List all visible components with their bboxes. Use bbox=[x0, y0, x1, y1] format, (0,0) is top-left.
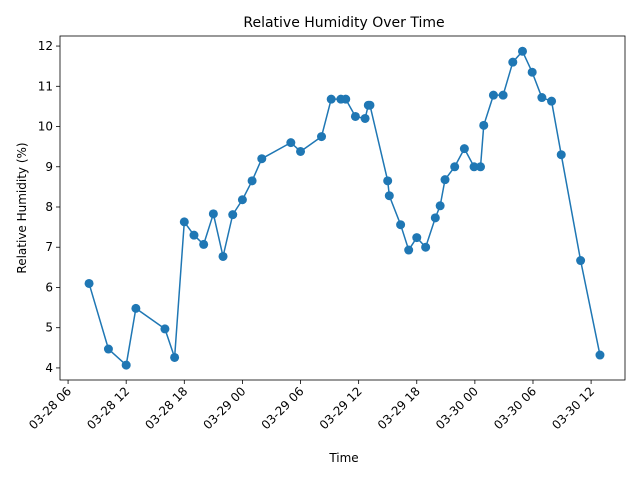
data-point bbox=[547, 96, 557, 106]
x-axis-label: Time bbox=[328, 451, 358, 465]
data-point bbox=[365, 100, 375, 110]
x-tick-label: 03-30 00 bbox=[433, 384, 481, 432]
x-tick-label: 03-28 18 bbox=[142, 384, 190, 432]
data-point bbox=[440, 175, 450, 185]
x-tick-label: 03-29 00 bbox=[200, 384, 248, 432]
data-point bbox=[404, 245, 414, 255]
data-point bbox=[360, 113, 370, 123]
data-point bbox=[317, 132, 327, 142]
data-point bbox=[199, 239, 209, 249]
data-point bbox=[257, 154, 267, 164]
y-tick-label: 5 bbox=[45, 321, 53, 335]
data-point bbox=[131, 303, 141, 313]
x-axis: 03-28 06 03-28 12 03-28 18 03-29 00 03-29 06… bbox=[26, 380, 597, 432]
data-point bbox=[556, 150, 566, 160]
data-point bbox=[326, 94, 336, 104]
y-tick-label: 10 bbox=[38, 120, 53, 134]
data-point bbox=[412, 233, 422, 243]
data-point bbox=[103, 344, 113, 354]
data-point bbox=[384, 191, 394, 201]
chart-title: Relative Humidity Over Time bbox=[243, 15, 444, 31]
data-point bbox=[488, 90, 498, 100]
data-point bbox=[228, 210, 238, 220]
data-point bbox=[218, 251, 228, 261]
data-point bbox=[517, 46, 527, 56]
data-point bbox=[435, 201, 445, 211]
y-tick-label: 4 bbox=[45, 361, 53, 375]
y-tick-label: 6 bbox=[45, 280, 53, 294]
plot-frame bbox=[59, 35, 626, 381]
y-tick-label: 7 bbox=[45, 240, 53, 254]
data-point bbox=[595, 350, 605, 360]
data-point bbox=[396, 220, 406, 230]
x-tick-label: 03-29 06 bbox=[259, 384, 307, 432]
data-point bbox=[421, 242, 431, 252]
data-point bbox=[296, 146, 306, 156]
x-tick-label: 03-30 06 bbox=[491, 384, 539, 432]
data-point bbox=[498, 90, 508, 100]
data-point bbox=[430, 213, 440, 223]
data-point bbox=[527, 67, 537, 77]
data-point bbox=[576, 256, 586, 266]
data-point bbox=[286, 138, 296, 148]
x-tick-label: 03-28 12 bbox=[84, 384, 132, 432]
data-point bbox=[179, 217, 189, 227]
data-point bbox=[508, 57, 518, 67]
data-point bbox=[479, 120, 489, 130]
data-point bbox=[537, 93, 547, 103]
data-point bbox=[189, 230, 199, 240]
y-tick-label: 8 bbox=[45, 200, 53, 214]
x-tick-label: 03-29 18 bbox=[375, 384, 423, 432]
x-tick-label: 03-30 12 bbox=[549, 384, 597, 432]
y-tick-label: 11 bbox=[38, 79, 53, 93]
x-tick-label: 03-28 06 bbox=[26, 384, 74, 432]
data-point bbox=[121, 360, 131, 370]
y-tick-label: 12 bbox=[38, 39, 53, 53]
data-point bbox=[170, 352, 180, 362]
plot-area bbox=[59, 35, 626, 381]
data-point bbox=[476, 162, 486, 172]
y-tick-label: 9 bbox=[45, 160, 53, 174]
data-point bbox=[469, 162, 479, 172]
data-point bbox=[160, 324, 170, 334]
data-point bbox=[383, 176, 393, 186]
x-tick-label: 03-29 12 bbox=[317, 384, 365, 432]
data-point bbox=[350, 111, 360, 121]
y-axis-label: Relative Humidity (%) bbox=[15, 142, 29, 273]
data-point bbox=[450, 162, 460, 172]
data-point bbox=[341, 94, 351, 104]
data-point bbox=[208, 209, 218, 219]
data-point bbox=[237, 195, 247, 205]
data-point bbox=[84, 278, 94, 288]
data-point bbox=[247, 176, 257, 186]
y-axis: 4 5 6 7 8 9 10 11 12 bbox=[38, 39, 60, 375]
data-point bbox=[459, 144, 469, 154]
